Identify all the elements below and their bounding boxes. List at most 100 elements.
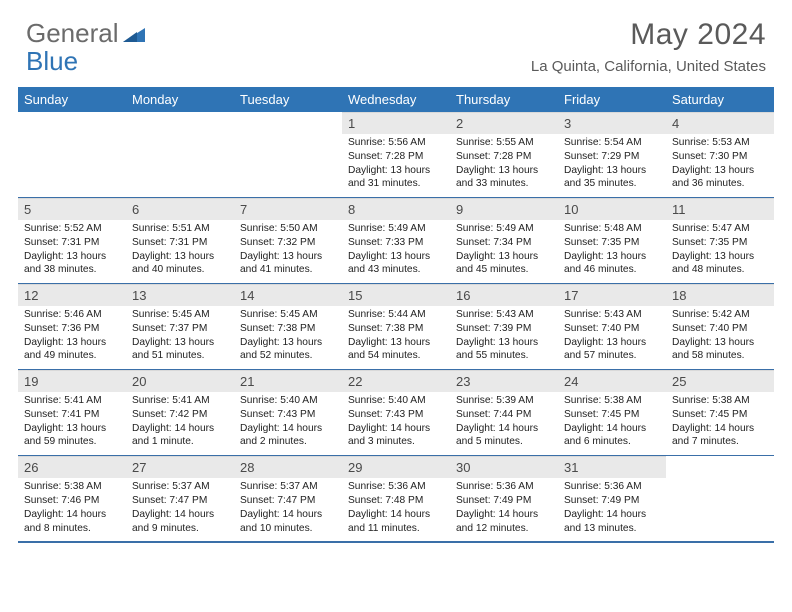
day-content-row: Sunrise: 5:41 AMSunset: 7:41 PMDaylight:… <box>18 392 774 456</box>
day-number-cell: 21 <box>234 370 342 392</box>
day-content-cell: Sunrise: 5:41 AMSunset: 7:41 PMDaylight:… <box>18 392 126 456</box>
day-number-cell: 26 <box>18 456 126 478</box>
sunset-line: Sunset: 7:47 PM <box>132 494 228 508</box>
day-number-cell <box>126 112 234 134</box>
daylight-line: Daylight: 13 hours and 52 minutes. <box>240 336 336 364</box>
daylight-line: Daylight: 13 hours and 45 minutes. <box>456 250 552 278</box>
daylight-line: Daylight: 13 hours and 48 minutes. <box>672 250 768 278</box>
calendar: SundayMondayTuesdayWednesdayThursdayFrid… <box>18 87 774 543</box>
day-number-cell: 14 <box>234 284 342 306</box>
daylight-line: Daylight: 13 hours and 40 minutes. <box>132 250 228 278</box>
daylight-line: Daylight: 14 hours and 10 minutes. <box>240 508 336 536</box>
sunset-line: Sunset: 7:47 PM <box>240 494 336 508</box>
sunrise-line: Sunrise: 5:48 AM <box>564 222 660 236</box>
day-number-cell: 18 <box>666 284 774 306</box>
sunrise-line: Sunrise: 5:42 AM <box>672 308 768 322</box>
sunset-line: Sunset: 7:49 PM <box>564 494 660 508</box>
sunrise-line: Sunrise: 5:45 AM <box>240 308 336 322</box>
daylight-line: Daylight: 14 hours and 5 minutes. <box>456 422 552 450</box>
sunrise-line: Sunrise: 5:40 AM <box>240 394 336 408</box>
weekday-header: Monday <box>126 87 234 112</box>
day-number-cell: 8 <box>342 198 450 220</box>
sunrise-line: Sunrise: 5:38 AM <box>564 394 660 408</box>
daylight-line: Daylight: 14 hours and 13 minutes. <box>564 508 660 536</box>
day-content-cell: Sunrise: 5:49 AMSunset: 7:34 PMDaylight:… <box>450 220 558 284</box>
sunset-line: Sunset: 7:33 PM <box>348 236 444 250</box>
weekday-header: Friday <box>558 87 666 112</box>
sunset-line: Sunset: 7:34 PM <box>456 236 552 250</box>
sunrise-line: Sunrise: 5:39 AM <box>456 394 552 408</box>
day-number-cell: 2 <box>450 112 558 134</box>
day-number-cell: 28 <box>234 456 342 478</box>
sunset-line: Sunset: 7:28 PM <box>348 150 444 164</box>
day-content-cell: Sunrise: 5:55 AMSunset: 7:28 PMDaylight:… <box>450 134 558 198</box>
location-text: La Quinta, California, United States <box>531 58 766 75</box>
sunset-line: Sunset: 7:42 PM <box>132 408 228 422</box>
sunrise-line: Sunrise: 5:54 AM <box>564 136 660 150</box>
sunset-line: Sunset: 7:37 PM <box>132 322 228 336</box>
day-content-cell: Sunrise: 5:50 AMSunset: 7:32 PMDaylight:… <box>234 220 342 284</box>
daylight-line: Daylight: 14 hours and 3 minutes. <box>348 422 444 450</box>
day-number-cell: 20 <box>126 370 234 392</box>
day-number-cell: 12 <box>18 284 126 306</box>
sunrise-line: Sunrise: 5:43 AM <box>456 308 552 322</box>
sunrise-line: Sunrise: 5:37 AM <box>240 480 336 494</box>
day-content-row: Sunrise: 5:38 AMSunset: 7:46 PM Daylight:… <box>18 478 774 543</box>
day-content-cell: Sunrise: 5:36 AMSunset: 7:49 PMDaylight:… <box>450 478 558 543</box>
day-content-cell: Sunrise: 5:49 AMSunset: 7:33 PMDaylight:… <box>342 220 450 284</box>
sunrise-line: Sunrise: 5:51 AM <box>132 222 228 236</box>
day-number-cell: 15 <box>342 284 450 306</box>
sunset-line: Sunset: 7:36 PM <box>24 322 120 336</box>
triangle-icon <box>123 26 145 47</box>
day-content-cell: Sunrise: 5:51 AMSunset: 7:31 PMDaylight:… <box>126 220 234 284</box>
weeks-container: 1234Sunrise: 5:56 AMSunset: 7:28 PMDayli… <box>18 112 774 543</box>
sunset-line: Sunset: 7:44 PM <box>456 408 552 422</box>
daylight-line: Daylight: 14 hours and 2 minutes. <box>240 422 336 450</box>
day-content-cell: Sunrise: 5:39 AMSunset: 7:44 PMDaylight:… <box>450 392 558 456</box>
daylight-line: Daylight: 14 hours and 6 minutes. <box>564 422 660 450</box>
sunset-line: Sunset: 7:39 PM <box>456 322 552 336</box>
sunset-line: Sunset: 7:45 PM <box>564 408 660 422</box>
day-content-row: Sunrise: 5:56 AMSunset: 7:28 PMDaylight:… <box>18 134 774 198</box>
sunrise-line: Sunrise: 5:46 AM <box>24 308 120 322</box>
day-number-cell: 7 <box>234 198 342 220</box>
day-content-cell: Sunrise: 5:40 AMSunset: 7:43 PMDaylight:… <box>342 392 450 456</box>
daylight-line: Daylight: 13 hours and 43 minutes. <box>348 250 444 278</box>
sunrise-line: Sunrise: 5:36 AM <box>456 480 552 494</box>
sunset-line: Sunset: 7:35 PM <box>564 236 660 250</box>
sunset-line: Sunset: 7:46 PM <box>24 494 120 508</box>
daylight-line: Daylight: 13 hours and 36 minutes. <box>672 164 768 192</box>
day-content-cell <box>18 134 126 198</box>
daylight-line: Daylight: 13 hours and 35 minutes. <box>564 164 660 192</box>
day-content-cell: Sunrise: 5:46 AMSunset: 7:36 PMDaylight:… <box>18 306 126 370</box>
weekday-header: Thursday <box>450 87 558 112</box>
day-number-cell: 22 <box>342 370 450 392</box>
day-content-cell: Sunrise: 5:45 AMSunset: 7:37 PMDaylight:… <box>126 306 234 370</box>
sunrise-line: Sunrise: 5:43 AM <box>564 308 660 322</box>
day-number-row: 12131415161718 <box>18 284 774 306</box>
day-number-row: 1234 <box>18 112 774 134</box>
day-content-cell <box>234 134 342 198</box>
day-number-cell: 11 <box>666 198 774 220</box>
sunset-line: Sunset: 7:32 PM <box>240 236 336 250</box>
sunrise-line: Sunrise: 5:38 AM <box>24 480 120 494</box>
sunset-line: Sunset: 7:38 PM <box>240 322 336 336</box>
day-number-cell: 31 <box>558 456 666 478</box>
sunset-line: Sunset: 7:43 PM <box>240 408 336 422</box>
sunset-line: Sunset: 7:28 PM <box>456 150 552 164</box>
daylight-line: Daylight: 13 hours and 57 minutes. <box>564 336 660 364</box>
day-content-cell: Sunrise: 5:43 AMSunset: 7:39 PMDaylight:… <box>450 306 558 370</box>
daylight-line: Daylight: 13 hours and 31 minutes. <box>348 164 444 192</box>
logo-word-general: General <box>26 18 119 49</box>
day-number-row: 262728293031 <box>18 456 774 478</box>
sunrise-line: Sunrise: 5:56 AM <box>348 136 444 150</box>
day-number-cell: 19 <box>18 370 126 392</box>
day-content-cell: Sunrise: 5:36 AMSunset: 7:48 PMDaylight:… <box>342 478 450 543</box>
sunrise-line: Sunrise: 5:53 AM <box>672 136 768 150</box>
daylight-line: Daylight: 13 hours and 38 minutes. <box>24 250 120 278</box>
sunrise-line: Sunrise: 5:41 AM <box>132 394 228 408</box>
day-content-cell: Sunrise: 5:40 AMSunset: 7:43 PMDaylight:… <box>234 392 342 456</box>
day-content-cell: Sunrise: 5:53 AMSunset: 7:30 PMDaylight:… <box>666 134 774 198</box>
sunset-line: Sunset: 7:31 PM <box>132 236 228 250</box>
sunrise-line: Sunrise: 5:38 AM <box>672 394 768 408</box>
